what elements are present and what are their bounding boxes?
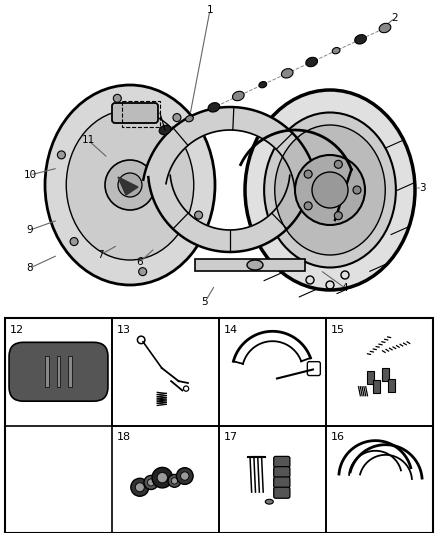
Circle shape	[194, 211, 203, 219]
Text: 7: 7	[97, 250, 103, 260]
Ellipse shape	[233, 91, 244, 101]
Bar	[68, 357, 72, 387]
Text: 10: 10	[24, 170, 36, 180]
Text: 6: 6	[137, 257, 143, 267]
Bar	[57, 357, 60, 387]
FancyBboxPatch shape	[274, 456, 290, 467]
Ellipse shape	[264, 112, 396, 268]
Bar	[112, 318, 219, 425]
Bar	[5, 318, 433, 533]
Circle shape	[304, 170, 312, 178]
Text: 11: 11	[81, 135, 95, 145]
Bar	[373, 380, 380, 393]
Circle shape	[118, 173, 142, 197]
Circle shape	[168, 474, 181, 487]
Circle shape	[177, 467, 193, 484]
Circle shape	[148, 479, 155, 486]
Ellipse shape	[247, 260, 263, 270]
Polygon shape	[148, 175, 312, 252]
Ellipse shape	[45, 85, 215, 285]
Text: 1: 1	[207, 5, 213, 15]
Bar	[382, 368, 389, 381]
Bar	[326, 425, 433, 533]
Text: 2: 2	[392, 13, 398, 23]
Ellipse shape	[332, 47, 340, 54]
FancyBboxPatch shape	[112, 103, 158, 123]
Circle shape	[152, 467, 173, 488]
Ellipse shape	[208, 103, 220, 112]
Polygon shape	[118, 177, 138, 195]
Ellipse shape	[186, 116, 193, 122]
Bar	[326, 318, 433, 425]
Ellipse shape	[245, 90, 415, 290]
Circle shape	[334, 160, 343, 168]
Circle shape	[171, 478, 178, 484]
Bar	[219, 425, 326, 533]
Circle shape	[144, 475, 158, 489]
Bar	[122, 101, 160, 127]
FancyBboxPatch shape	[9, 342, 108, 401]
Ellipse shape	[281, 69, 293, 78]
Ellipse shape	[265, 499, 273, 504]
Text: 5: 5	[201, 297, 208, 307]
Ellipse shape	[259, 82, 267, 88]
FancyBboxPatch shape	[274, 467, 290, 478]
Text: 13: 13	[117, 325, 131, 335]
Bar	[45, 357, 49, 387]
Circle shape	[295, 155, 365, 225]
Circle shape	[113, 94, 121, 102]
Ellipse shape	[355, 35, 367, 44]
Bar	[5, 318, 112, 425]
Circle shape	[70, 238, 78, 246]
Text: 4: 4	[342, 283, 348, 293]
Circle shape	[173, 114, 181, 122]
Bar	[388, 378, 395, 392]
Bar	[367, 371, 374, 384]
Ellipse shape	[379, 23, 391, 33]
Circle shape	[105, 160, 155, 210]
Text: 3: 3	[419, 183, 425, 193]
Text: 17: 17	[224, 432, 238, 442]
Text: 15: 15	[331, 325, 345, 335]
Text: 14: 14	[224, 325, 238, 335]
Bar	[195, 259, 305, 271]
Ellipse shape	[66, 110, 194, 260]
Bar	[112, 425, 219, 533]
Circle shape	[157, 473, 167, 483]
Ellipse shape	[306, 58, 318, 67]
FancyBboxPatch shape	[274, 477, 290, 488]
Text: 16: 16	[331, 432, 345, 442]
Circle shape	[353, 186, 361, 194]
Text: 9: 9	[27, 225, 33, 235]
Bar	[219, 318, 326, 425]
Circle shape	[57, 151, 65, 159]
Circle shape	[334, 212, 343, 220]
Text: 12: 12	[10, 325, 24, 335]
Text: 18: 18	[117, 432, 131, 442]
Circle shape	[139, 268, 147, 276]
Circle shape	[135, 483, 144, 492]
FancyBboxPatch shape	[274, 487, 290, 498]
Circle shape	[304, 202, 312, 210]
Text: 8: 8	[27, 263, 33, 273]
Circle shape	[180, 472, 189, 480]
Polygon shape	[143, 107, 318, 189]
Ellipse shape	[275, 125, 385, 255]
Circle shape	[131, 478, 149, 496]
Ellipse shape	[159, 125, 171, 135]
Circle shape	[312, 172, 348, 208]
